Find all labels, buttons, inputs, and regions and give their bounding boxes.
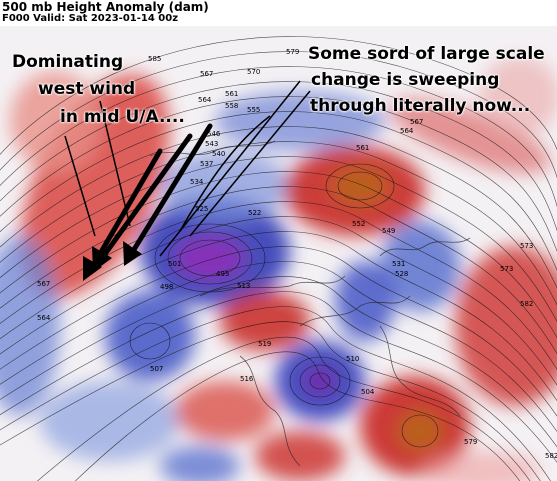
contour-label: 540	[212, 150, 225, 158]
figure-title: 500 mb Height Anomaly (dam)	[2, 0, 209, 14]
contour-label: 516	[240, 375, 254, 383]
contour-label: 579	[286, 48, 299, 56]
contour-label: 585	[148, 55, 161, 63]
pointer-lines	[64, 80, 311, 257]
contour-label: 552	[352, 220, 365, 228]
contour-label: 564	[400, 127, 414, 135]
height-contours	[0, 36, 557, 481]
contour-label: 567	[200, 70, 213, 78]
contour-label: 573	[500, 265, 513, 273]
contour-label: 525	[195, 205, 208, 213]
figure-subtitle: F000 Valid: Sat 2023-01-14 00z	[2, 13, 179, 24]
contour-label: 543	[205, 140, 218, 148]
annotation-right-line-3: through literally now...	[310, 96, 531, 116]
contour-label: 501	[168, 260, 181, 268]
contour-label: 504	[361, 388, 375, 396]
closed-contours	[129, 163, 439, 448]
contour-label: 546	[207, 130, 221, 138]
contour-label: 510	[346, 355, 359, 363]
annotation-left-line-2: west wind	[38, 79, 136, 99]
arrow-heads	[83, 241, 142, 281]
contour-value-labels: 585 579 570 573 567 564 561 558 555 552 …	[37, 48, 557, 460]
figure-header: 500 mb Height Anomaly (dam) F000 Valid: …	[0, 0, 557, 26]
contour-label: 561	[225, 90, 238, 98]
contour-label: 561	[356, 144, 369, 152]
contour-label: 519	[258, 340, 271, 348]
contour-label: 570	[247, 68, 260, 76]
contour-label: 564	[198, 96, 212, 104]
contour-label: 573	[520, 242, 533, 250]
annotation-left-line-1: Dominating	[12, 52, 124, 72]
contour-label: 567	[410, 118, 423, 126]
contour-label: 513	[237, 282, 250, 290]
contour-label: 567	[37, 280, 50, 288]
contour-label: 549	[382, 227, 395, 235]
contour-label: 537	[200, 160, 213, 168]
annotation-right-line-2: change is sweeping	[311, 70, 500, 90]
contour-label: 507	[150, 365, 163, 373]
contour-label: 582	[520, 300, 533, 308]
anomaly-field	[0, 56, 557, 481]
height-anomaly-map: 585 579 570 573 567 564 561 558 555 552 …	[0, 26, 557, 481]
contour-label: 579	[464, 438, 477, 446]
contour-label: 582	[545, 452, 557, 460]
wind-arrows	[87, 123, 213, 274]
contour-label: 522	[248, 209, 261, 217]
annotation-right-line-1: Some sord of large scale	[308, 44, 545, 64]
contour-label: 531	[392, 260, 405, 268]
contour-label: 528	[395, 270, 408, 278]
contour-label: 495	[216, 270, 229, 278]
contour-label: 558	[225, 102, 238, 110]
coastlines	[149, 140, 471, 467]
contour-label: 498	[160, 283, 173, 291]
contour-label: 555	[247, 106, 260, 114]
annotation-left-line-3: in mid U/A....	[60, 107, 185, 127]
contour-label: 564	[37, 314, 51, 322]
contour-label: 534	[190, 178, 204, 186]
